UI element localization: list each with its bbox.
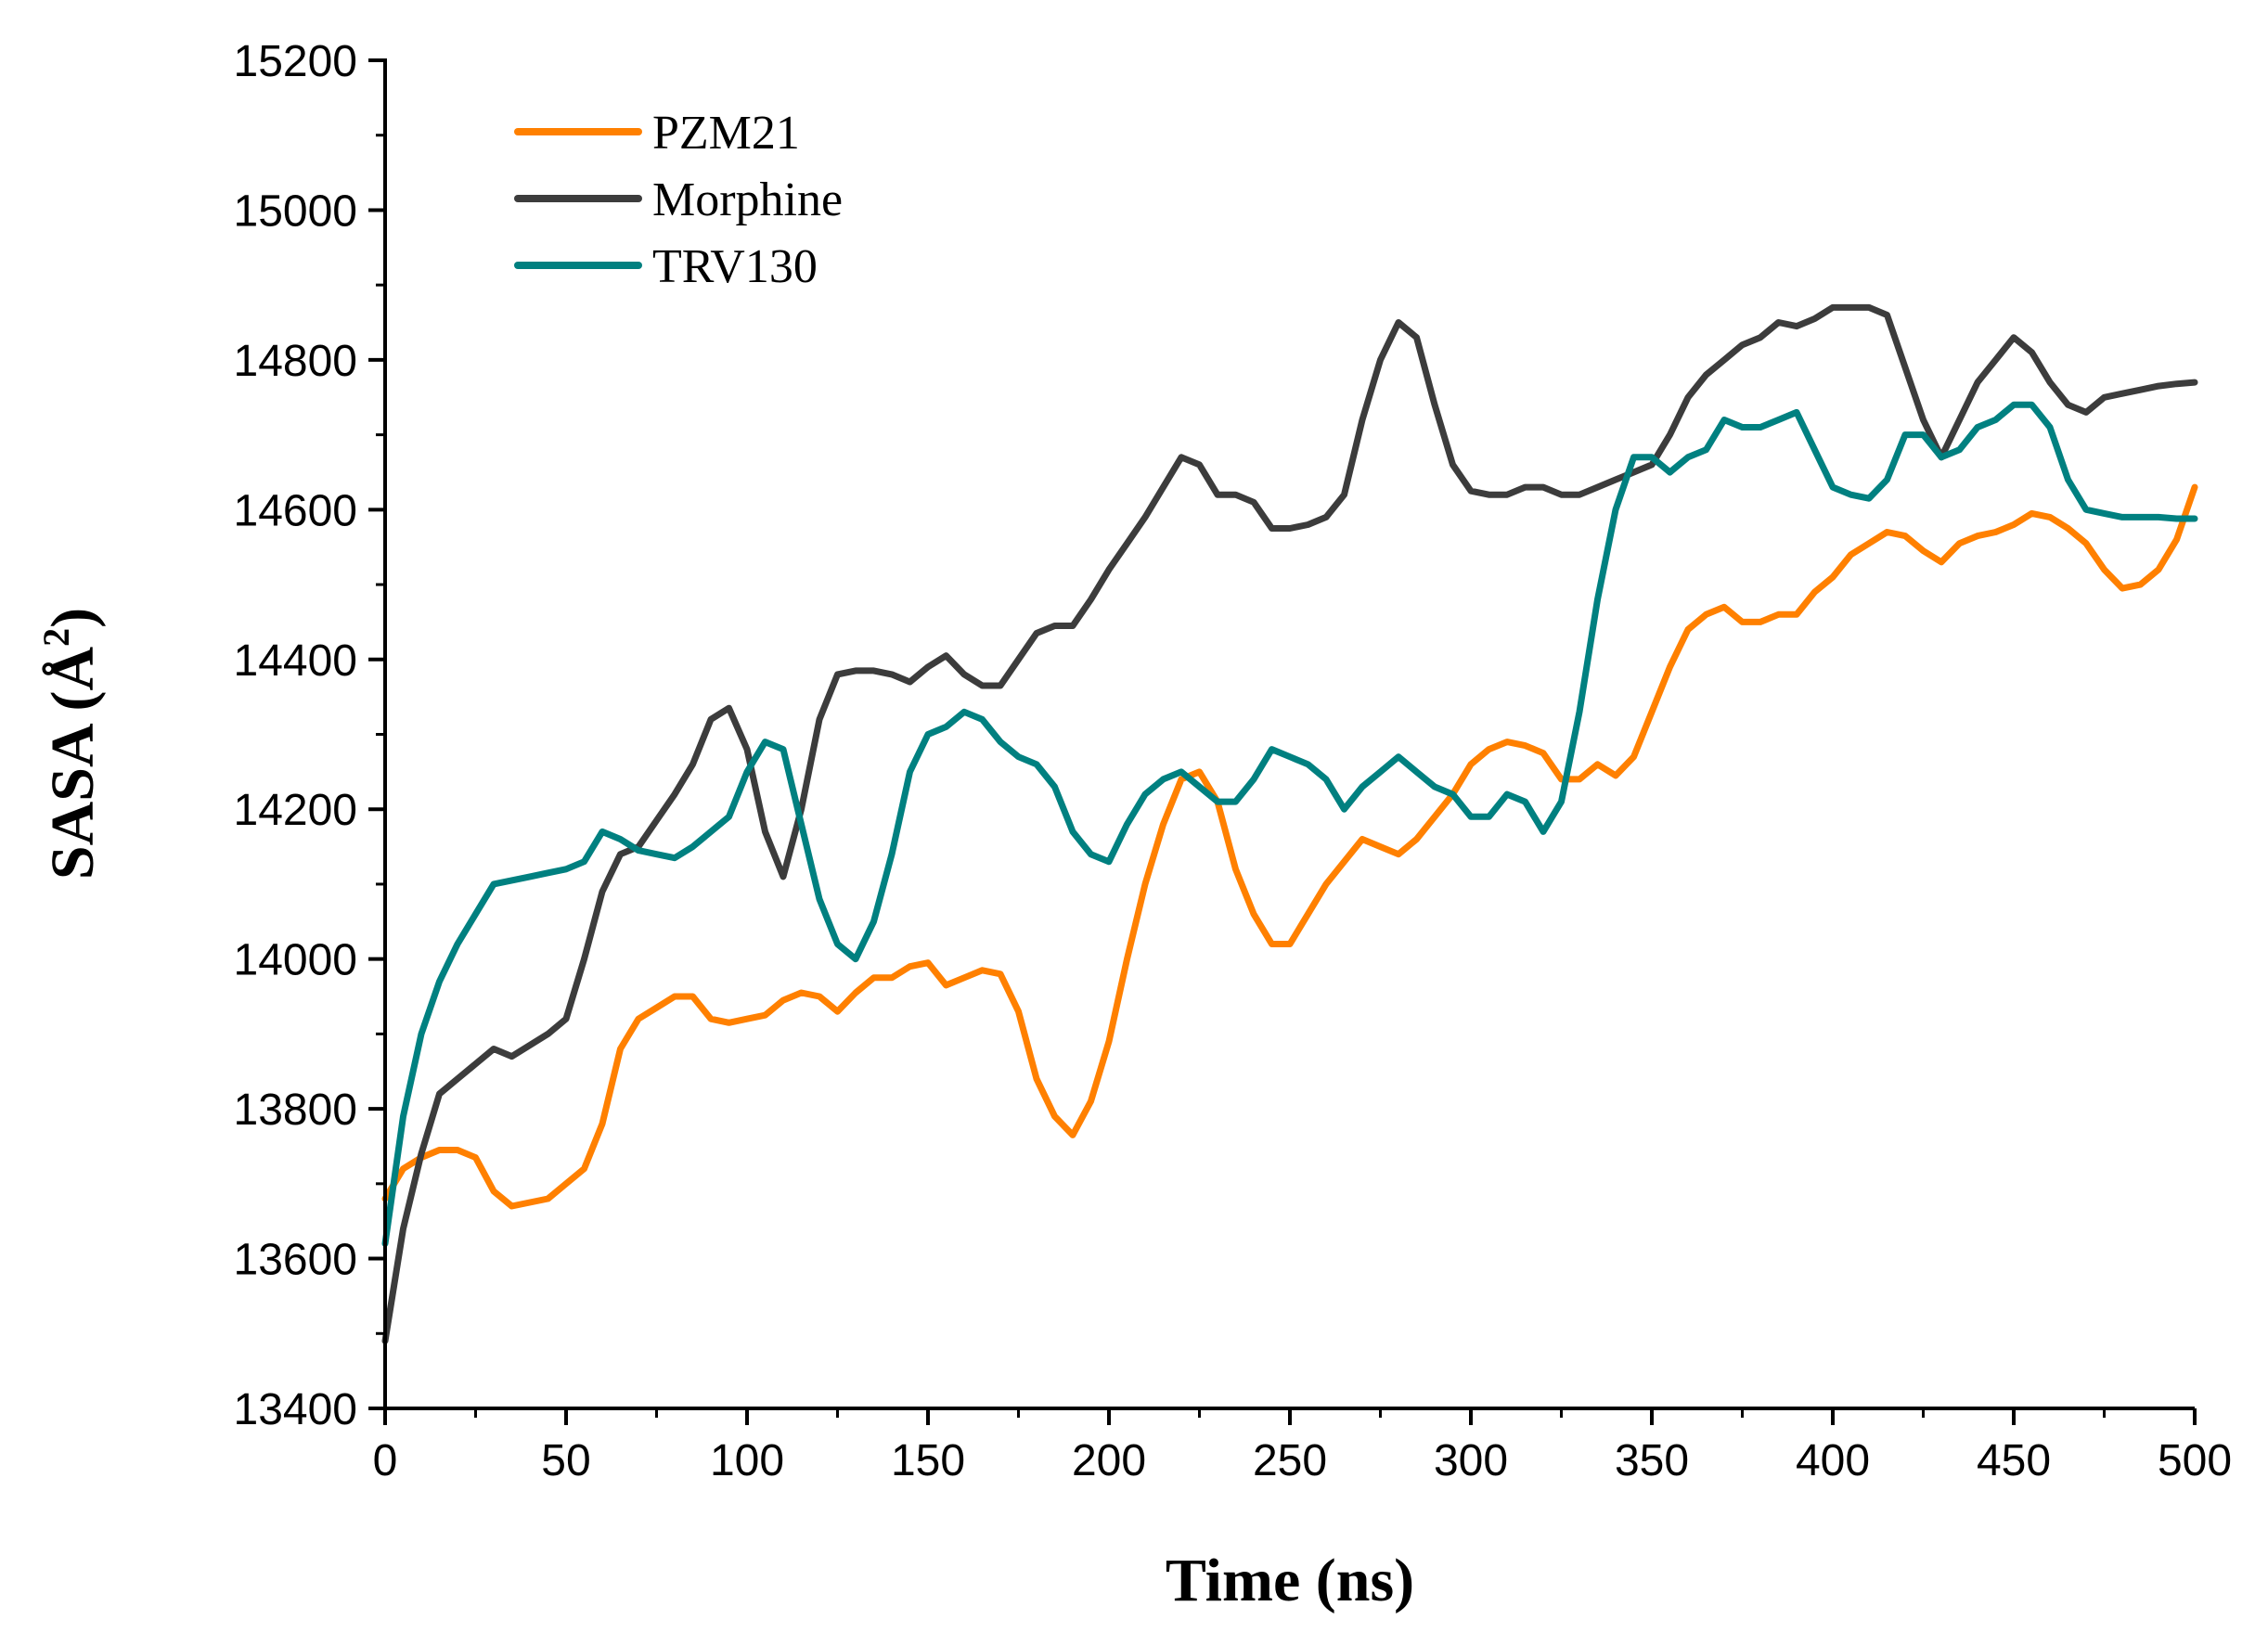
x-tick-label-0: 0 xyxy=(373,1436,398,1485)
legend-label-trv130: TRV130 xyxy=(652,240,818,293)
y-tick-label-14400: 14400 xyxy=(234,636,357,686)
y-tick-label-13800: 13800 xyxy=(234,1086,357,1135)
legend-label-pzm21: PZM21 xyxy=(652,107,800,160)
x-tick-label-200: 200 xyxy=(1072,1436,1146,1485)
y-tick-label-13600: 13600 xyxy=(234,1236,357,1285)
y-axis-title: SASA (Å2) xyxy=(35,608,107,880)
y-axis-title-main: SASA (Å xyxy=(39,647,107,880)
y-axis-title-superscript: 2 xyxy=(35,628,77,647)
x-tick-label-450: 450 xyxy=(1977,1436,2051,1485)
y-tick-label-14800: 14800 xyxy=(234,337,357,386)
series-line-trv130 xyxy=(381,401,2198,1247)
y-tick-label-15200: 15200 xyxy=(234,37,357,86)
x-tick-label-100: 100 xyxy=(710,1436,784,1485)
y-tick-label-13400: 13400 xyxy=(234,1385,357,1434)
y-tick-label-15000: 15000 xyxy=(234,186,357,236)
x-tick-label-350: 350 xyxy=(1615,1436,1689,1485)
series-line-pzm21 xyxy=(381,483,2198,1210)
x-tick-label-300: 300 xyxy=(1434,1436,1508,1485)
x-tick-label-400: 400 xyxy=(1796,1436,1870,1485)
x-tick-label-500: 500 xyxy=(2158,1436,2232,1485)
x-tick-label-250: 250 xyxy=(1253,1436,1327,1485)
y-tick-label-14600: 14600 xyxy=(234,486,357,535)
legend-label-morphine: Morphine xyxy=(652,173,843,226)
legend: PZM21 Morphine TRV130 xyxy=(514,107,843,293)
x-tick-label-50: 50 xyxy=(541,1436,590,1485)
y-tick-label-14200: 14200 xyxy=(234,786,357,835)
ticks-layer: 0 50 100 150 200 250 300 350 400 450 500 13400 13600… xyxy=(234,37,2233,1485)
y-axis-title-close: ) xyxy=(39,608,107,628)
x-axis-title: Time (ns) xyxy=(1166,1547,1414,1614)
x-tick-label-150: 150 xyxy=(891,1436,965,1485)
series-layer xyxy=(381,303,2198,1344)
series-line-morphine xyxy=(381,303,2198,1344)
y-tick-label-14000: 14000 xyxy=(234,936,357,985)
